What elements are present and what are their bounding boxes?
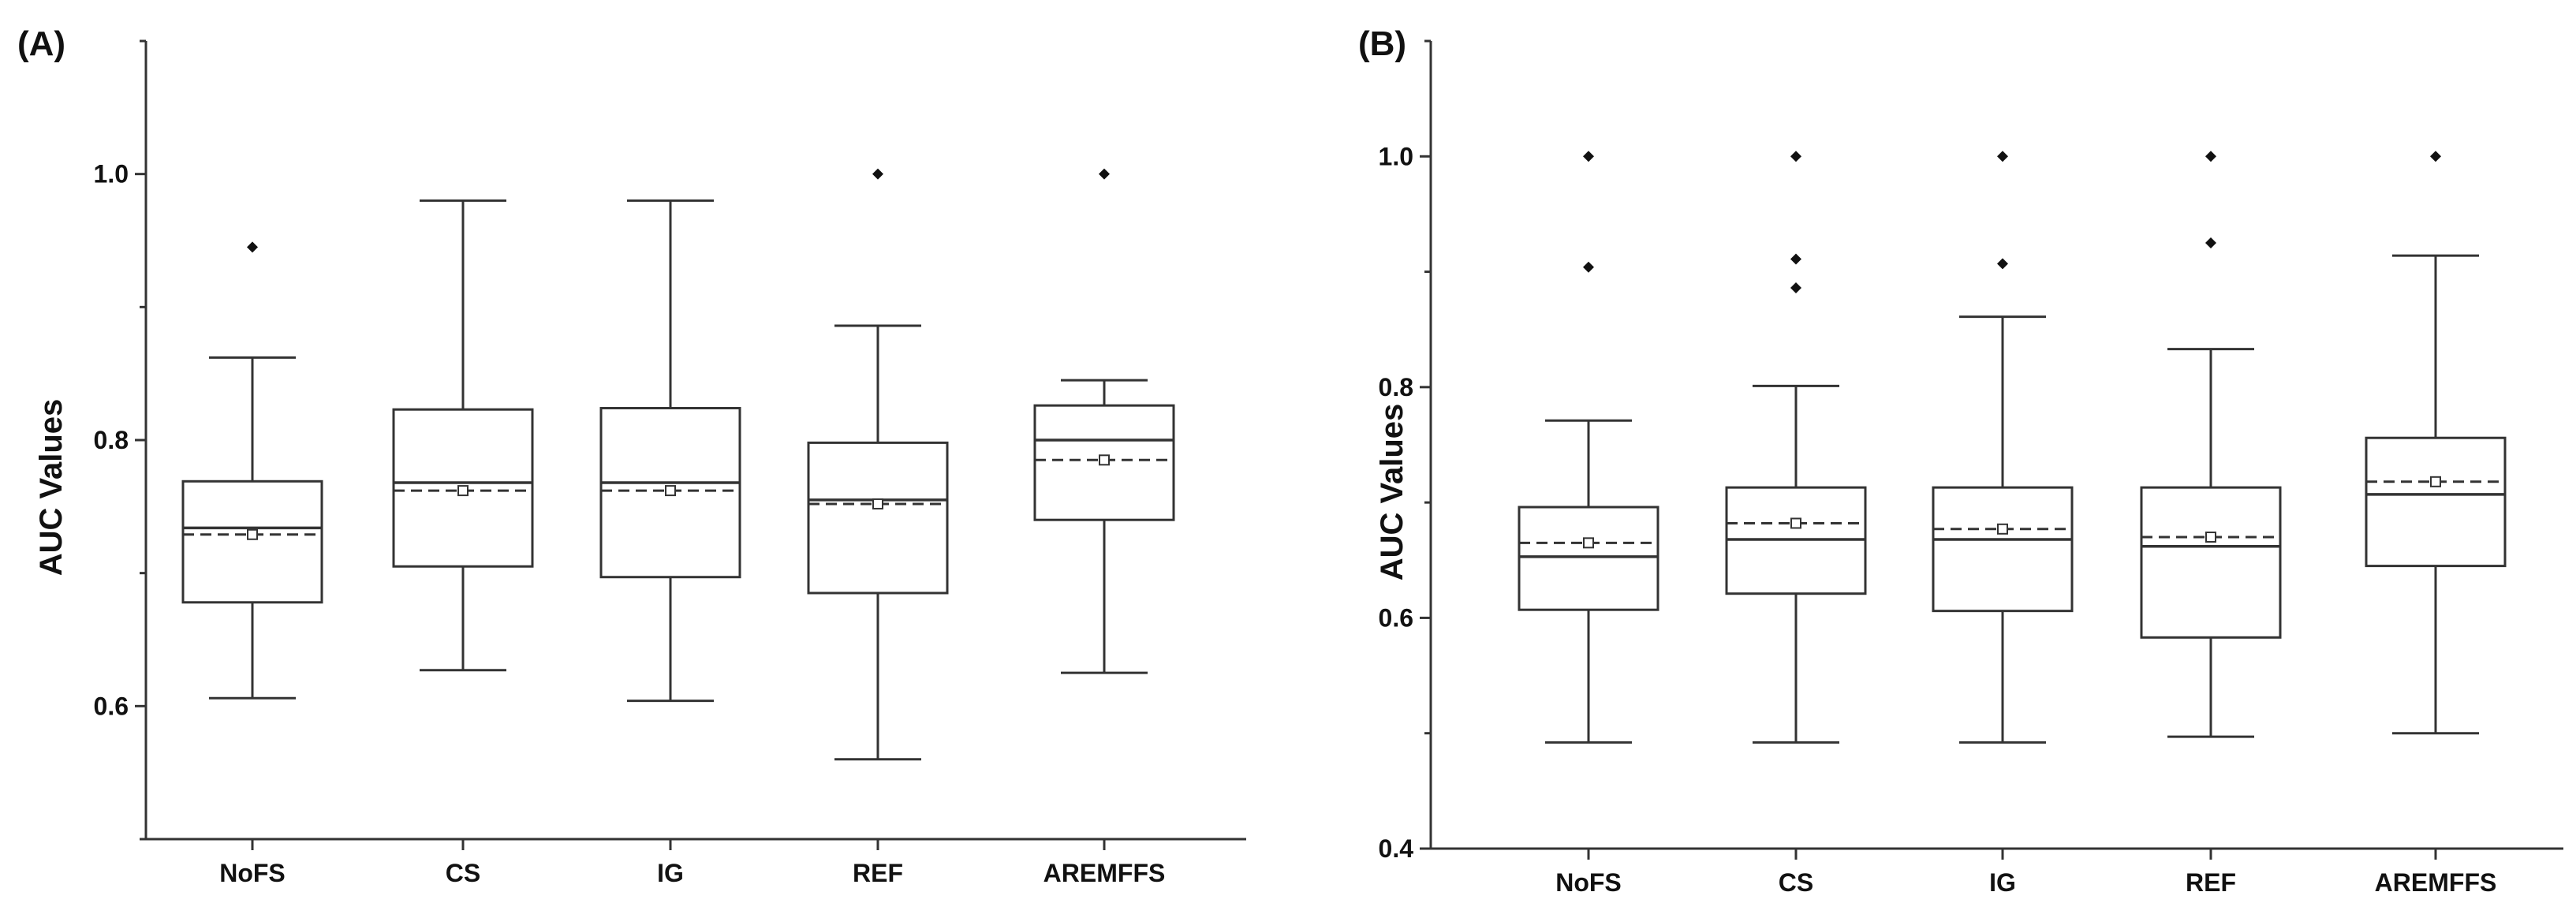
mean-marker: [872, 498, 883, 509]
mean-marker: [247, 528, 258, 540]
y-tick-label: 1.0: [94, 160, 129, 188]
mean-marker: [2430, 476, 2441, 487]
x-tick-label: AREMFFS: [2375, 868, 2497, 897]
outlier-point: [2205, 237, 2216, 248]
panel-label: (B): [1358, 24, 1406, 63]
mean-marker: [1583, 537, 1594, 549]
mean-marker: [665, 485, 676, 497]
box-cs: [1725, 151, 1867, 744]
box-aremffs: [2365, 151, 2507, 735]
outlier-point: [1583, 261, 1594, 273]
outlier-point: [1790, 151, 1801, 162]
iqr-box: [2365, 436, 2507, 568]
iqr-box: [2140, 486, 2282, 639]
box-ref: [807, 168, 949, 761]
box-ig: [599, 199, 741, 703]
y-axis-label: AUC Values: [34, 399, 69, 577]
x-tick-label: REF: [853, 859, 903, 887]
outlier-point: [2430, 151, 2441, 162]
panel-label: (A): [17, 24, 65, 63]
iqr-box: [1932, 486, 2074, 613]
y-tick-label: 0.8: [1379, 373, 1413, 401]
box-ig: [1932, 151, 2074, 744]
x-tick-label: NoFS: [1555, 868, 1622, 897]
mean-marker: [1790, 517, 1801, 529]
box-nofs: [181, 241, 323, 700]
panel-b: (B) 0.4 0.6 0.8 1.0 AUC Values NoFS CS IG REF AREM…: [1358, 24, 2563, 897]
iqr-box: [807, 441, 949, 595]
box-nofs: [1518, 151, 1659, 744]
box-cs: [392, 199, 534, 672]
y-tick-label: 0.8: [94, 426, 129, 454]
iqr-box: [181, 480, 323, 604]
mean-marker: [1997, 523, 2008, 535]
y-axis-label: AUC Values: [1375, 404, 1409, 581]
outlier-point: [1997, 151, 2008, 162]
y-tick-label: 1.0: [1379, 142, 1413, 170]
box-aremffs: [1033, 168, 1175, 674]
x-tick-label: IG: [657, 859, 684, 887]
iqr-box: [1518, 506, 1659, 611]
x-tick-label: AREMFFS: [1043, 859, 1166, 887]
y-tick-label: 0.6: [94, 692, 129, 720]
x-tick-label: IG: [1989, 868, 2016, 897]
outlier-point: [1790, 282, 1801, 294]
y-tick-label: 0.6: [1379, 603, 1413, 632]
outlier-point: [872, 168, 883, 180]
mean-marker: [2205, 532, 2216, 543]
mean-marker: [457, 485, 469, 497]
x-tick-label: CS: [1779, 868, 1813, 897]
outlier-point: [1790, 253, 1801, 265]
mean-marker: [1099, 454, 1110, 466]
outlier-point: [1997, 258, 2008, 270]
x-tick-label: NoFS: [219, 859, 286, 887]
panel-a: (A) 0.6 0.8 1.0 AUC Values NoFS CS IG REF AREMFFS: [17, 24, 1246, 887]
outlier-point: [247, 241, 258, 253]
outlier-point: [1099, 168, 1110, 180]
x-tick-label: REF: [2186, 868, 2236, 897]
box-ref: [2140, 151, 2282, 738]
y-tick-label: 0.4: [1379, 834, 1414, 863]
outlier-point: [1583, 151, 1594, 162]
outlier-point: [2205, 151, 2216, 162]
x-tick-label: CS: [446, 859, 480, 887]
